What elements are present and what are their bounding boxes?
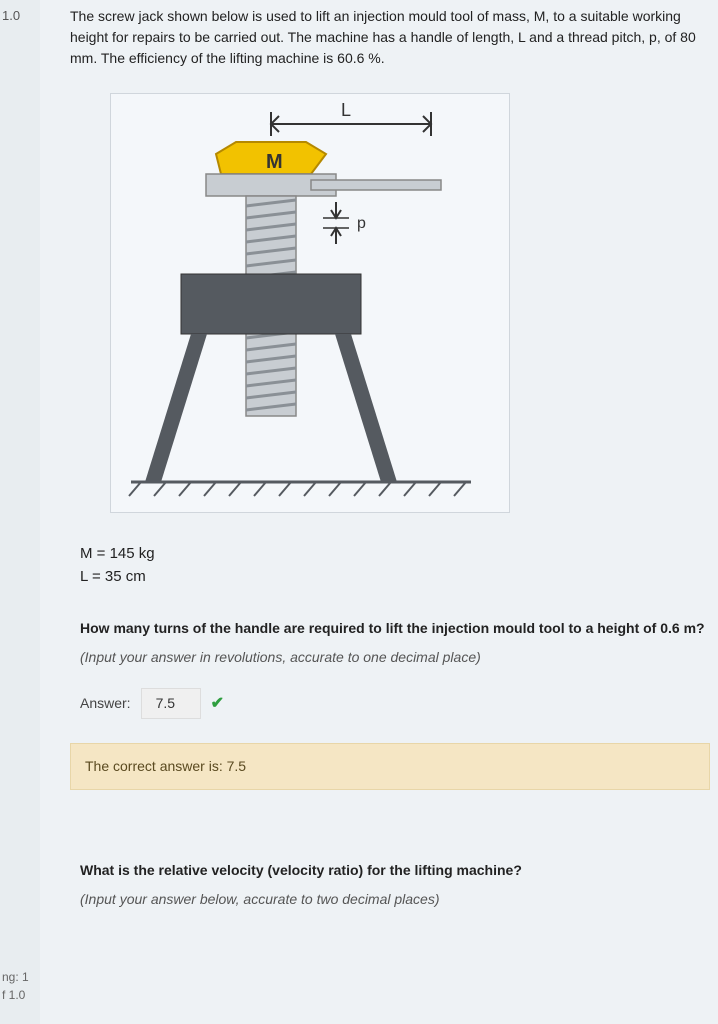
question-2-text: What is the relative velocity (velocity …	[80, 862, 522, 878]
problem-statement: The screw jack shown below is used to li…	[70, 6, 710, 69]
question-1-text: How many turns of the handle are require…	[80, 620, 705, 636]
given-values: M = 145 kg L = 35 cm	[80, 543, 710, 588]
given-mass: M = 145 kg	[80, 543, 710, 566]
check-icon: ✔	[211, 692, 224, 716]
correct-answer-bar: The correct answer is: 7.5	[70, 743, 710, 790]
answer-1-row: Answer: 7.5 ✔	[80, 688, 710, 719]
sidebar: 1.0 ng: 1 f 1.0	[0, 0, 40, 1024]
question-1: How many turns of the handle are require…	[80, 618, 710, 639]
sidebar-bottom-label-2: f 1.0	[2, 986, 40, 1004]
sidebar-bottom-label-1: ng: 1	[2, 968, 40, 986]
figure-label-L: L	[341, 100, 351, 120]
screw-jack-figure: L M p	[110, 93, 510, 513]
given-length: L = 35 cm	[80, 566, 710, 589]
question-2: What is the relative velocity (velocity …	[80, 860, 710, 881]
question-2-hint: (Input your answer below, accurate to tw…	[80, 889, 710, 910]
sidebar-top-value: 1.0	[0, 6, 40, 26]
figure-label-p: p	[357, 215, 366, 232]
figure-label-M: M	[266, 151, 283, 173]
question-1-hint: (Input your answer in revolutions, accur…	[80, 647, 710, 668]
question-content: The screw jack shown below is used to li…	[40, 0, 718, 1024]
answer-1-input[interactable]: 7.5	[141, 688, 201, 719]
answer-1-label: Answer:	[80, 693, 131, 714]
